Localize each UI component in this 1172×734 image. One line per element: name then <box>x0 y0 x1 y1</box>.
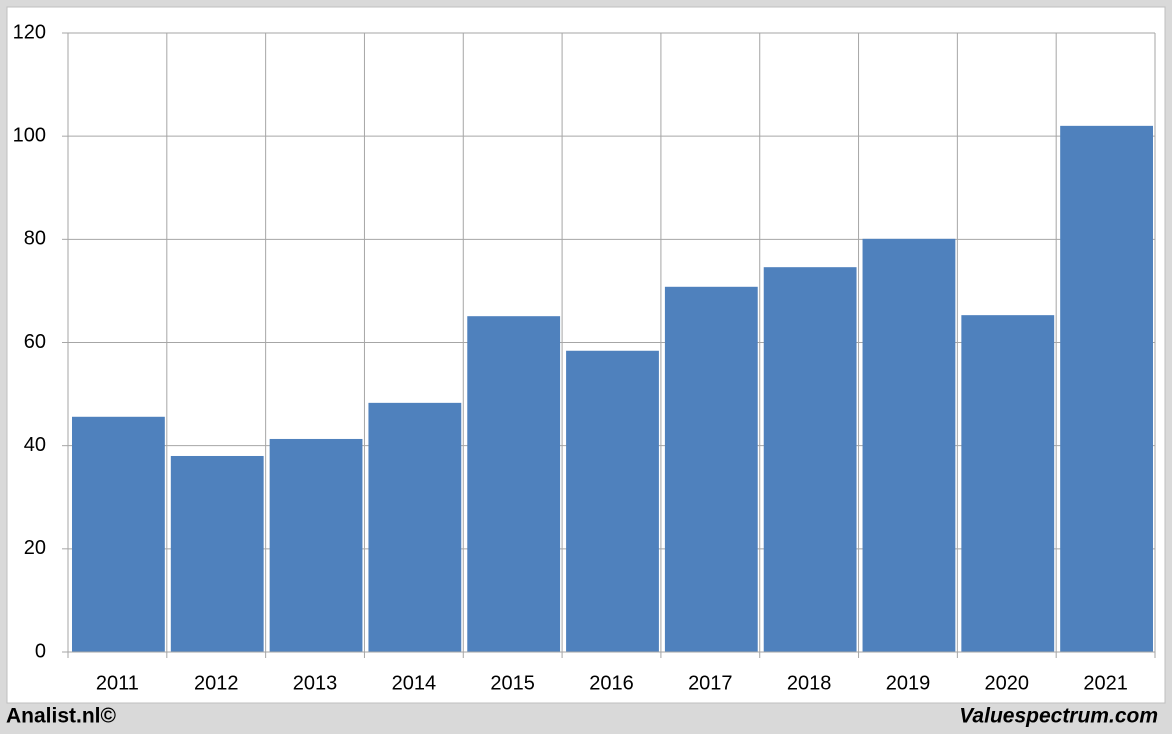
bar <box>269 438 363 652</box>
bar <box>664 286 758 652</box>
bar <box>1060 125 1153 653</box>
x-tick-label: 2011 <box>96 672 139 694</box>
y-tick-label: 60 <box>24 331 46 353</box>
bar <box>170 455 264 652</box>
x-tick-label: 2012 <box>194 672 239 694</box>
bar <box>368 402 462 652</box>
x-tick-label: 2016 <box>589 672 634 694</box>
x-tick-label: 2018 <box>787 672 832 694</box>
bar <box>467 316 561 652</box>
y-tick-label: 0 <box>35 640 46 662</box>
x-tick-label: 2013 <box>293 672 338 694</box>
x-tick-label: 2017 <box>688 672 733 694</box>
bar <box>862 238 956 652</box>
x-tick-label: 2020 <box>985 672 1030 694</box>
x-tick-label: 2014 <box>392 672 437 694</box>
x-tick-label: 2019 <box>886 672 931 694</box>
bar <box>763 267 857 652</box>
footer-left: Analist.nl© <box>6 705 117 728</box>
bar <box>566 350 659 652</box>
y-tick-label: 40 <box>24 434 46 456</box>
x-tick-label: 2015 <box>490 672 535 694</box>
y-tick-label: 100 <box>13 124 46 146</box>
x-tick-label: 2021 <box>1083 672 1128 694</box>
footer-right: Valuespectrum.com <box>959 705 1158 728</box>
bar <box>72 416 165 652</box>
y-tick-label: 120 <box>13 21 46 43</box>
y-tick-label: 80 <box>24 228 46 250</box>
bar <box>961 315 1055 652</box>
y-tick-label: 20 <box>24 537 46 559</box>
